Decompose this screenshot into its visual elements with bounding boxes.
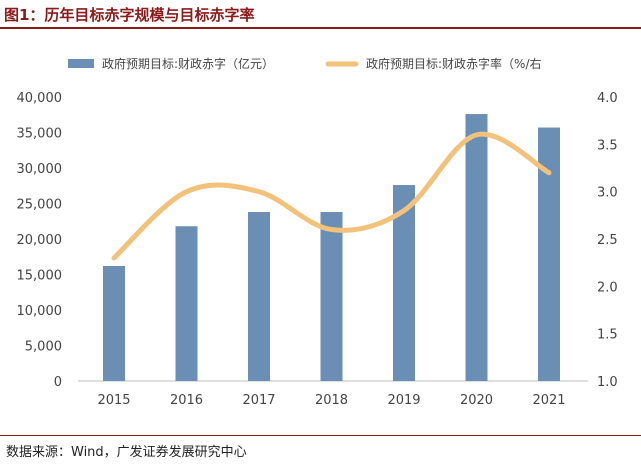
left-tick-label: 25,000 (17, 198, 63, 213)
bar-2018 (320, 212, 343, 381)
right-tick-label: 4.0 (597, 91, 618, 106)
left-tick-label: 5,000 (25, 340, 62, 355)
legend: 政府预期目标:财政赤字（亿元） 政府预期目标:财政赤字率（%/右 (68, 56, 542, 71)
figure-title: 图1：历年目标赤字规模与目标赤字率 (4, 6, 255, 24)
left-axis: 0 5,000 10,000 15,000 20,000 25,000 30,000 35,0… (17, 91, 63, 390)
left-tick-label: 35,000 (17, 127, 63, 142)
left-tick-label: 30,000 (17, 162, 63, 177)
x-tick-label: 2015 (97, 393, 130, 408)
x-tick-label: 2019 (387, 393, 420, 408)
bar-series (103, 114, 560, 381)
x-tick-label: 2021 (532, 393, 565, 408)
x-axis: 2015 2016 2017 2018 2019 2020 2021 (97, 393, 565, 408)
x-tick-label: 2020 (460, 393, 493, 408)
right-tick-label: 1.5 (597, 328, 618, 343)
rate-line (111, 131, 552, 261)
left-tick-label: 10,000 (17, 304, 63, 319)
left-tick-label: 20,000 (17, 233, 63, 248)
right-tick-label: 1.0 (597, 375, 618, 390)
left-tick-label: 0 (54, 375, 62, 390)
source-note: 数据来源：Wind，广发证券发展研究中心 (6, 445, 247, 460)
right-tick-label: 2.0 (597, 280, 618, 295)
x-tick-label: 2017 (242, 393, 275, 408)
legend-bar-label: 政府预期目标:财政赤字（亿元） (102, 56, 274, 71)
bar-2020 (465, 114, 488, 381)
chart: 政府预期目标:财政赤字（亿元） 政府预期目标:财政赤字率（%/右 0 5,000 1… (17, 56, 618, 408)
bar-2017 (248, 212, 270, 381)
title-rule (0, 27, 641, 29)
legend-bar-swatch (68, 59, 94, 68)
bar-2016 (175, 226, 198, 381)
x-tick-label: 2018 (315, 393, 348, 408)
legend-line-label: 政府预期目标:财政赤字率（%/右 (366, 56, 542, 71)
source-rule (0, 435, 641, 436)
bar-2021 (538, 127, 560, 381)
right-tick-label: 3.0 (597, 186, 618, 201)
bar-2019 (393, 185, 415, 381)
right-tick-label: 3.5 (597, 138, 618, 153)
right-tick-label: 2.5 (597, 233, 618, 248)
right-axis: 1.0 1.5 2.0 2.5 3.0 3.5 4.0 (597, 91, 618, 390)
left-tick-label: 15,000 (17, 269, 63, 284)
bar-2015 (103, 265, 125, 381)
left-tick-label: 40,000 (17, 91, 63, 106)
x-tick-label: 2016 (170, 393, 203, 408)
